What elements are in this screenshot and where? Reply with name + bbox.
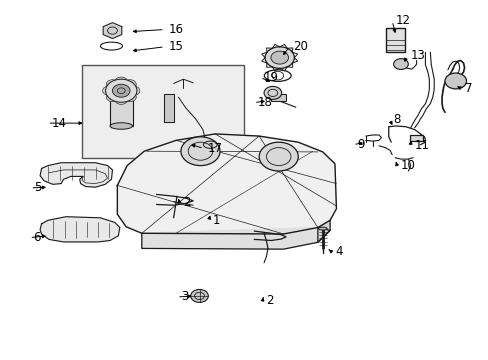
Text: 18: 18 <box>257 96 272 109</box>
Polygon shape <box>117 134 336 234</box>
Text: 14: 14 <box>51 117 66 130</box>
Circle shape <box>259 142 298 171</box>
Bar <box>409 135 423 141</box>
Bar <box>82 65 244 158</box>
Text: 10: 10 <box>400 159 415 172</box>
Text: 12: 12 <box>395 14 410 27</box>
Circle shape <box>444 73 466 89</box>
Polygon shape <box>103 23 122 39</box>
Text: 3: 3 <box>181 291 188 303</box>
Text: 17: 17 <box>207 142 223 155</box>
Circle shape <box>264 86 281 99</box>
Text: 7: 7 <box>464 82 471 95</box>
Text: 5: 5 <box>34 181 41 194</box>
Ellipse shape <box>110 123 132 129</box>
Ellipse shape <box>110 90 132 97</box>
Text: 20: 20 <box>293 40 307 53</box>
Circle shape <box>181 137 220 166</box>
Circle shape <box>127 86 140 95</box>
Ellipse shape <box>318 227 326 230</box>
Polygon shape <box>40 163 112 187</box>
Polygon shape <box>163 94 173 122</box>
Circle shape <box>270 51 288 64</box>
Circle shape <box>190 289 208 302</box>
Circle shape <box>102 86 115 95</box>
Text: 2: 2 <box>266 294 273 307</box>
Bar <box>386 28 404 52</box>
Circle shape <box>106 80 119 89</box>
Text: 6: 6 <box>33 231 41 244</box>
Circle shape <box>393 59 407 69</box>
Bar <box>271 94 285 101</box>
Text: 2: 2 <box>183 196 190 209</box>
Text: 9: 9 <box>356 138 364 151</box>
Text: 15: 15 <box>168 40 183 53</box>
Text: 4: 4 <box>334 245 342 258</box>
Text: 1: 1 <box>212 214 220 227</box>
Circle shape <box>115 95 127 104</box>
Ellipse shape <box>203 141 217 148</box>
Text: 11: 11 <box>414 139 429 152</box>
Bar <box>110 94 132 126</box>
Text: 13: 13 <box>410 49 425 62</box>
Text: 19: 19 <box>264 71 279 84</box>
Circle shape <box>112 84 130 97</box>
Polygon shape <box>40 217 120 242</box>
Polygon shape <box>142 228 329 249</box>
Text: 16: 16 <box>168 23 183 36</box>
Circle shape <box>115 77 127 86</box>
Polygon shape <box>317 220 329 242</box>
Circle shape <box>106 93 119 102</box>
Text: 8: 8 <box>393 113 400 126</box>
Circle shape <box>105 79 137 102</box>
Circle shape <box>123 80 136 89</box>
Circle shape <box>123 93 136 102</box>
Circle shape <box>264 47 294 68</box>
